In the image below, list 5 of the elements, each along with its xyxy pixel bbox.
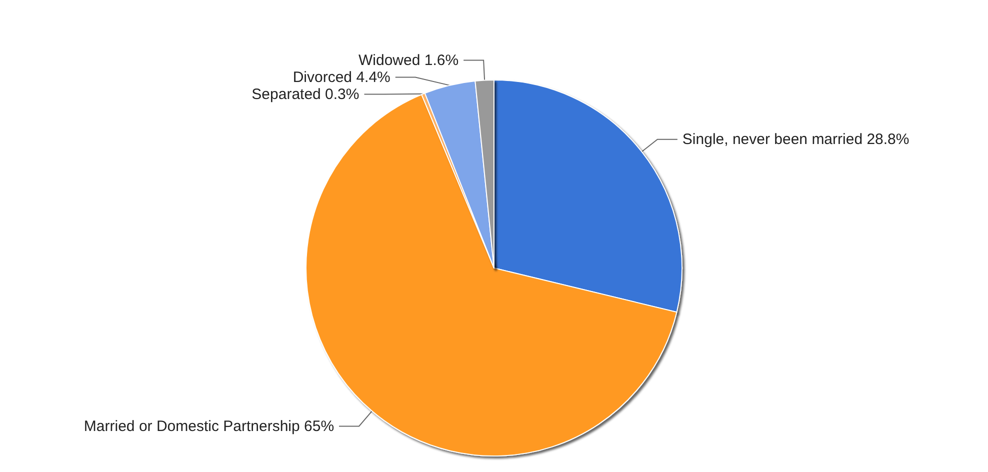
slice-label: Widowed 1.6%: [358, 52, 459, 69]
slice-label: Single, never been married 28.8%: [682, 130, 910, 148]
slice-label: Separated 0.3%: [252, 86, 360, 103]
slice-label: Divorced 4.4%: [292, 68, 390, 86]
slice-label: Married or Domestic Partnership 65%: [84, 418, 334, 435]
